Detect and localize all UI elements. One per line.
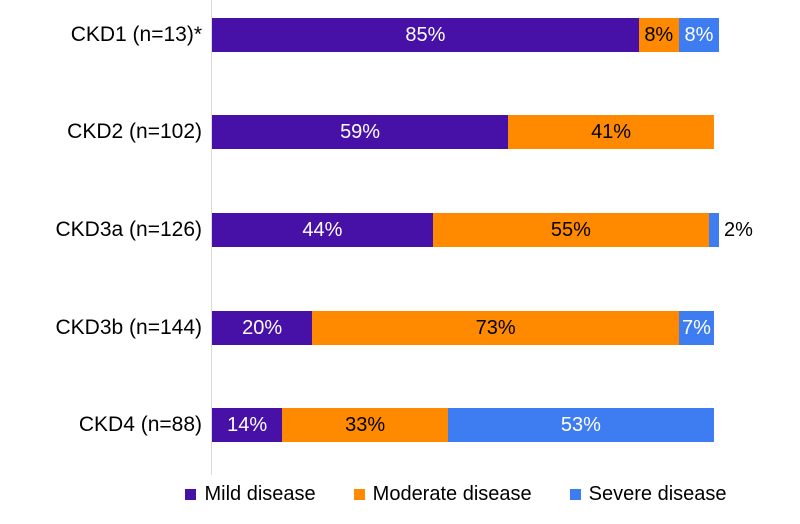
legend-item-moderate: Moderate disease xyxy=(353,483,532,506)
segment-severe xyxy=(708,213,719,247)
legend-label-mild: Mild disease xyxy=(204,483,316,505)
category-label-2: CKD3a (n=126) xyxy=(55,218,203,241)
segment-moderate: 8% xyxy=(638,18,679,52)
segment-moderate: 33% xyxy=(282,408,448,442)
bar-row-2: 44% 55% xyxy=(212,213,719,247)
value-label: 20% xyxy=(242,316,283,339)
segment-mild: 85% xyxy=(212,18,639,52)
legend: Mild disease Moderate disease Severe disea… xyxy=(0,483,800,506)
segment-moderate: 73% xyxy=(312,311,679,345)
category-label-4: CKD4 (n=88) xyxy=(78,413,202,436)
value-label: 8% xyxy=(684,23,714,46)
value-label: 73% xyxy=(475,316,516,339)
bar-row-3: 20% 73% 7% xyxy=(212,311,714,345)
value-label: 14% xyxy=(227,413,268,436)
value-label: 53% xyxy=(560,413,601,436)
segment-severe: 7% xyxy=(678,311,714,345)
legend-item-mild: Mild disease xyxy=(185,483,316,506)
segment-moderate: 41% xyxy=(508,115,714,149)
value-label: 85% xyxy=(405,23,446,46)
legend-swatch-mild xyxy=(185,489,197,500)
legend-label-severe: Severe disease xyxy=(588,483,727,505)
segment-mild: 44% xyxy=(212,213,433,247)
value-label: 59% xyxy=(340,120,381,143)
legend-swatch-severe xyxy=(569,489,581,500)
value-label: 41% xyxy=(591,120,632,143)
value-label: 55% xyxy=(550,218,591,241)
value-label: 33% xyxy=(345,413,386,436)
legend-item-severe: Severe disease xyxy=(569,483,727,506)
category-label-1: CKD2 (n=102) xyxy=(67,120,202,143)
segment-moderate: 55% xyxy=(432,213,709,247)
value-label-outside: 2% xyxy=(724,219,753,241)
bar-row-0: 85% 8% 8% xyxy=(212,18,719,52)
bar-row-1: 59% 41% xyxy=(212,115,714,149)
segment-mild: 59% xyxy=(212,115,509,149)
bar-row-4: 14% 33% 53% xyxy=(212,408,714,442)
category-label-3: CKD3b (n=144) xyxy=(55,316,203,339)
segment-severe: 8% xyxy=(678,18,719,52)
segment-mild: 20% xyxy=(212,311,313,345)
segment-severe: 53% xyxy=(447,408,714,442)
value-label: 44% xyxy=(302,218,343,241)
value-label: 8% xyxy=(644,23,674,46)
legend-swatch-moderate xyxy=(353,489,365,500)
segment-mild: 14% xyxy=(212,408,283,442)
y-axis-line xyxy=(211,0,212,475)
value-label: 7% xyxy=(681,316,711,339)
category-label-0: CKD1 (n=13)* xyxy=(70,23,202,46)
legend-label-moderate: Moderate disease xyxy=(372,483,532,505)
